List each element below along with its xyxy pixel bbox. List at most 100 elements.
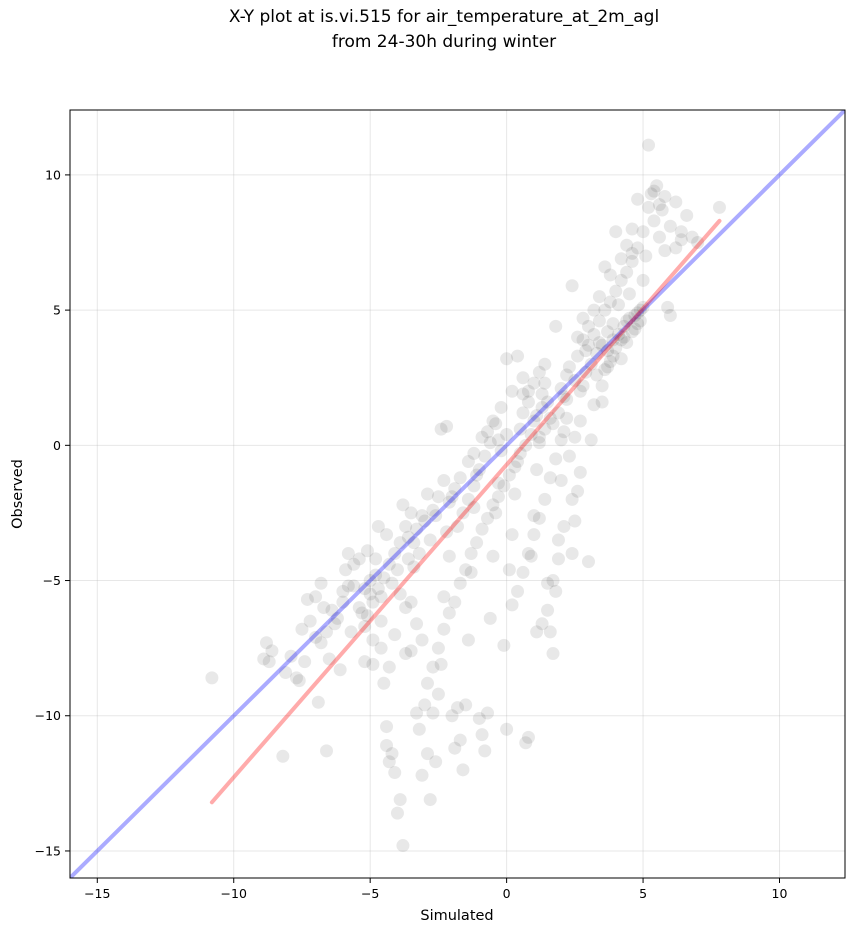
scatter-point	[549, 319, 563, 333]
scatter-point	[401, 530, 415, 544]
scatter-point	[347, 557, 361, 571]
scatter-point	[622, 287, 636, 301]
scatter-point	[481, 706, 495, 720]
scatter-point	[451, 701, 464, 715]
scatter-point	[481, 425, 495, 439]
scatter-point	[442, 606, 456, 620]
scatter-point	[442, 495, 456, 509]
scatter-point	[642, 138, 656, 152]
scatter-point	[420, 747, 434, 761]
scatter-point	[352, 601, 366, 615]
scatter-point	[483, 436, 497, 450]
scatter-point	[516, 406, 530, 420]
scatter-point	[478, 744, 492, 758]
scatter-point	[382, 557, 396, 571]
scatter-point	[568, 430, 582, 444]
scatter-point	[279, 665, 293, 679]
scatter-point	[388, 628, 402, 642]
scatter-point	[470, 468, 484, 482]
scatter-point	[541, 603, 555, 617]
scatter-point	[601, 344, 615, 358]
scatter-point	[464, 546, 478, 560]
scatter-point	[557, 519, 571, 533]
scatter-point	[295, 622, 309, 636]
scatter-point	[590, 346, 604, 360]
scatter-point	[497, 638, 511, 652]
scatter-point	[429, 509, 443, 523]
scatter-point	[527, 376, 541, 390]
scatter-point	[382, 755, 396, 769]
scatter-point	[576, 379, 590, 393]
grid-lines	[70, 110, 845, 878]
scatter-point	[420, 676, 434, 690]
scatter-point	[259, 636, 273, 650]
scatter-point	[303, 614, 317, 628]
scatter-point	[538, 357, 552, 371]
scatter-point	[560, 368, 574, 382]
x-tick-label: 10	[772, 886, 788, 901]
scatter-point	[573, 414, 587, 428]
scatter-point	[205, 671, 219, 685]
scatter-point	[289, 671, 303, 685]
scatter-point	[483, 611, 497, 625]
scatter-point	[341, 579, 355, 593]
scatter-point	[652, 230, 666, 244]
scatter-point	[388, 766, 402, 780]
scatter-point	[491, 433, 505, 447]
scatter-point	[459, 698, 473, 712]
scatter-point	[396, 839, 410, 853]
scatter-point	[532, 436, 546, 450]
y-tick-label: 10	[45, 167, 61, 182]
scatter-point	[377, 676, 391, 690]
scatter-point	[404, 595, 418, 609]
scatter-point	[614, 273, 628, 287]
scatter-point	[309, 590, 323, 604]
scatter-point	[603, 295, 617, 309]
scatter-point	[609, 284, 623, 298]
scatter-point	[598, 363, 612, 377]
scatter-point	[380, 720, 394, 734]
scatter-point	[546, 574, 560, 588]
scatter-point	[333, 663, 347, 677]
scatter-point	[456, 506, 470, 520]
scatter-point	[557, 425, 571, 439]
axis-ticks: −15 −10 −5 0 5 10 −15 −10 −5 0 5 10	[35, 167, 788, 901]
scatter-point	[612, 298, 626, 312]
scatter-point	[590, 368, 604, 382]
scatter-point	[595, 338, 609, 352]
scatter-point	[521, 730, 535, 744]
scatter-point	[453, 576, 467, 590]
scatter-point	[584, 357, 598, 371]
scatter-point	[551, 552, 565, 566]
scatter-point	[399, 519, 413, 533]
scatter-point	[393, 536, 407, 550]
scatter-point	[669, 195, 683, 209]
scatter-point	[576, 311, 590, 325]
scatter-point	[631, 317, 645, 331]
scatter-point	[491, 476, 505, 490]
scatter-point	[442, 549, 456, 563]
scatter-point	[541, 395, 555, 409]
scatter-point	[601, 360, 615, 374]
scatter-point	[614, 352, 628, 366]
scatter-point	[625, 254, 639, 268]
scatter-point	[543, 471, 557, 485]
scatter-point	[535, 387, 549, 401]
scatter-point	[371, 582, 385, 596]
scatter-point	[461, 633, 475, 647]
scatter-point	[538, 422, 552, 436]
scatter-point	[489, 506, 503, 520]
scatter-point	[366, 657, 380, 671]
scatter-point	[390, 563, 404, 577]
scatter-point	[631, 241, 645, 255]
scatter-point	[489, 417, 503, 431]
scatter-point	[355, 606, 369, 620]
scatter-point	[262, 655, 276, 669]
scatter-point	[516, 371, 530, 385]
scatter-point	[601, 325, 615, 339]
scatter-point	[527, 509, 541, 523]
scatter-point	[551, 533, 565, 547]
scatter-point	[500, 428, 514, 442]
scatter-point	[358, 655, 372, 669]
scatter-point	[565, 546, 579, 560]
